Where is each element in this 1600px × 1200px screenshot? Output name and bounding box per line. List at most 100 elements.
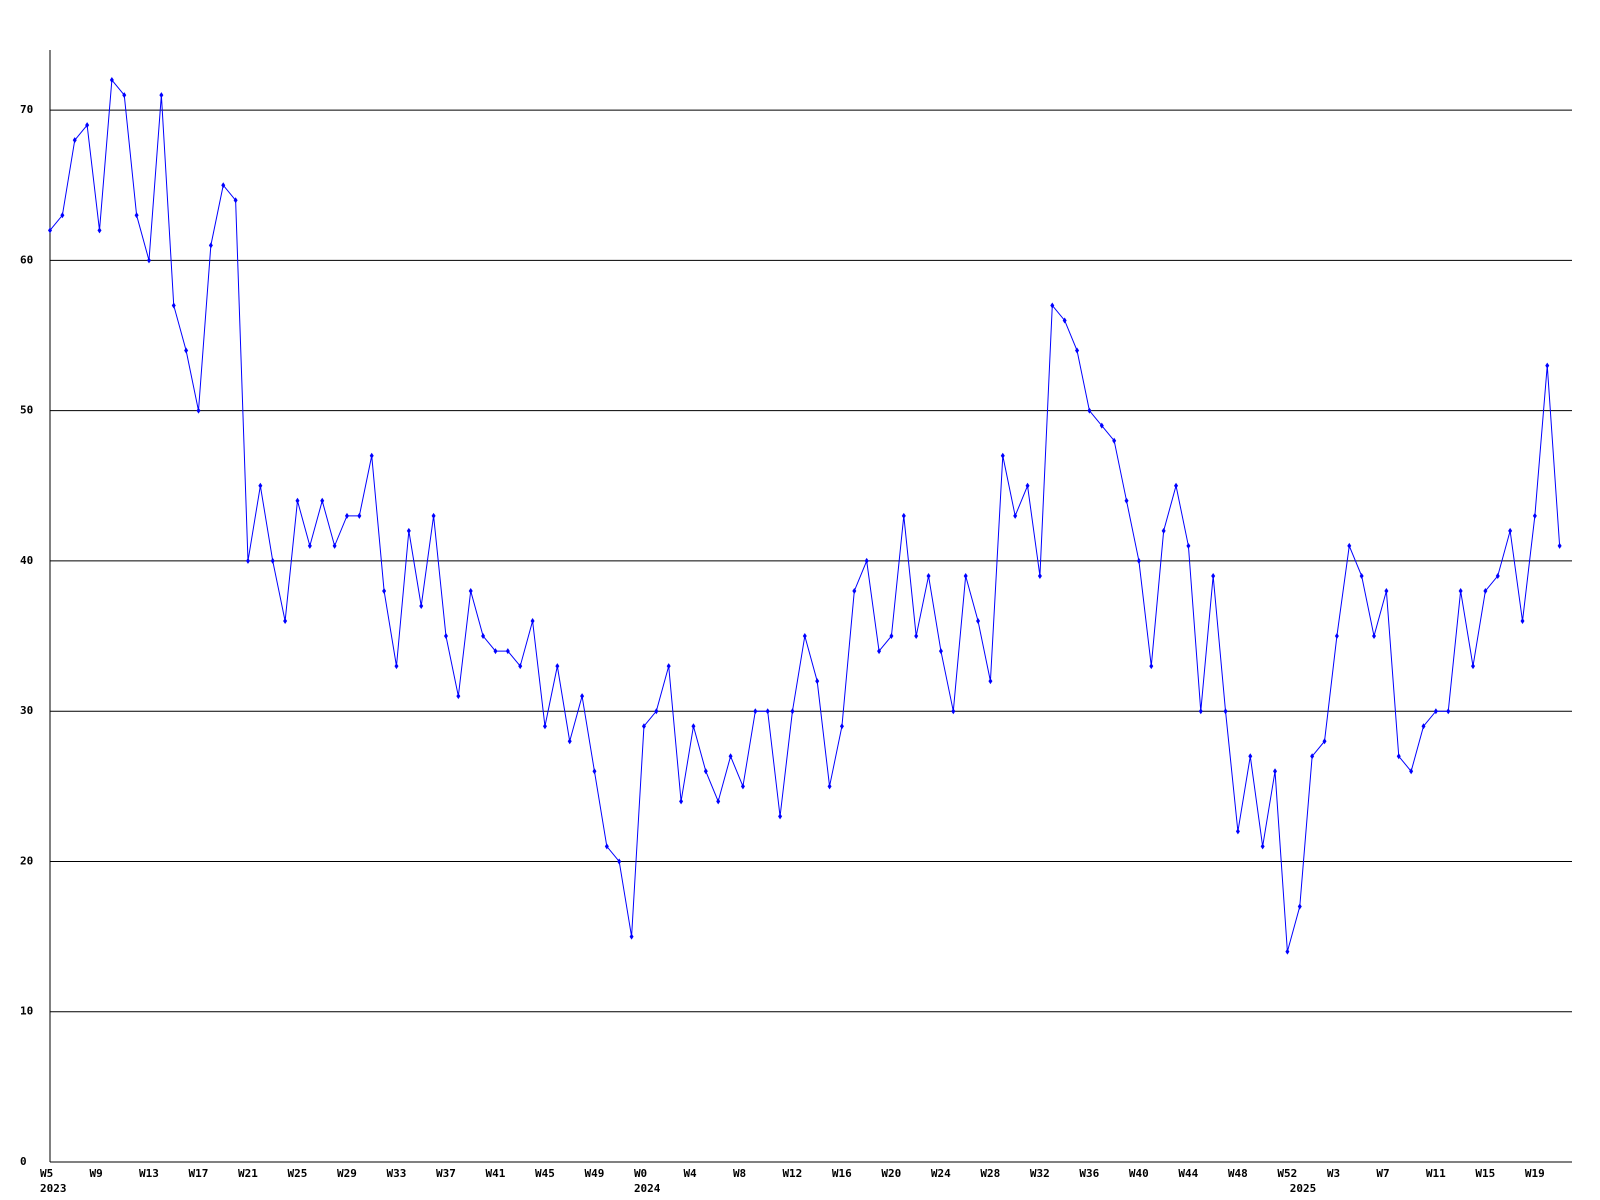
x-tick-label: W11 bbox=[1426, 1167, 1446, 1180]
point bbox=[938, 648, 943, 655]
point bbox=[184, 347, 189, 354]
point bbox=[679, 798, 684, 805]
y-tick-label: 20 bbox=[20, 854, 33, 867]
point bbox=[1508, 527, 1513, 534]
point bbox=[790, 708, 795, 715]
x-tick-label: W3 bbox=[1327, 1167, 1340, 1180]
point bbox=[1520, 618, 1525, 625]
point bbox=[481, 633, 486, 640]
point bbox=[505, 648, 510, 655]
point bbox=[1359, 572, 1364, 579]
y-tick-label: 10 bbox=[20, 1005, 33, 1018]
point bbox=[988, 678, 993, 685]
y-tick-label: 70 bbox=[20, 103, 33, 116]
point bbox=[604, 843, 609, 850]
point bbox=[431, 512, 436, 519]
point bbox=[1198, 708, 1203, 715]
point bbox=[963, 572, 968, 579]
point bbox=[1235, 828, 1240, 835]
point bbox=[146, 257, 151, 264]
point bbox=[1396, 753, 1401, 760]
point bbox=[976, 618, 981, 625]
point bbox=[1334, 633, 1339, 640]
y-tick-label: 30 bbox=[20, 704, 33, 717]
point bbox=[1099, 422, 1104, 429]
point bbox=[580, 693, 585, 700]
point bbox=[1421, 723, 1426, 730]
point bbox=[171, 302, 176, 309]
point bbox=[109, 77, 114, 84]
point bbox=[740, 783, 745, 790]
point bbox=[1013, 512, 1018, 519]
point bbox=[60, 212, 65, 219]
point bbox=[641, 723, 646, 730]
x-tick-label: W20 bbox=[881, 1167, 901, 1180]
point bbox=[357, 512, 362, 519]
point bbox=[1446, 708, 1451, 715]
y-tick-label: 60 bbox=[20, 253, 33, 266]
point bbox=[716, 798, 721, 805]
point bbox=[245, 557, 250, 564]
point bbox=[901, 512, 906, 519]
x-tick-label: W17 bbox=[188, 1167, 208, 1180]
point bbox=[1433, 708, 1438, 715]
point bbox=[85, 122, 90, 129]
y-tick-label: 40 bbox=[20, 554, 33, 567]
point bbox=[703, 768, 708, 775]
x-tick-label: W28 bbox=[980, 1167, 1000, 1180]
point bbox=[1025, 482, 1030, 489]
point bbox=[122, 92, 127, 99]
point bbox=[443, 633, 448, 640]
year-label: 2024 bbox=[634, 1182, 661, 1195]
y-tick-label: 50 bbox=[20, 404, 33, 417]
point bbox=[1471, 663, 1476, 670]
point bbox=[221, 182, 226, 189]
point bbox=[344, 512, 349, 519]
point bbox=[1409, 768, 1414, 775]
point bbox=[877, 648, 882, 655]
point bbox=[48, 227, 52, 234]
point bbox=[1149, 663, 1154, 670]
x-tick-label: W45 bbox=[535, 1167, 555, 1180]
point bbox=[283, 618, 288, 625]
point bbox=[1000, 452, 1005, 459]
point bbox=[1384, 587, 1389, 594]
point bbox=[406, 527, 411, 534]
point bbox=[1372, 633, 1377, 640]
x-tick-label: W7 bbox=[1376, 1167, 1389, 1180]
x-tick-label: W9 bbox=[89, 1167, 102, 1180]
point bbox=[691, 723, 696, 730]
point bbox=[666, 663, 671, 670]
point bbox=[518, 663, 523, 670]
point bbox=[456, 693, 461, 700]
point bbox=[1136, 557, 1141, 564]
point bbox=[270, 557, 275, 564]
point bbox=[394, 663, 399, 670]
y-tick-label: 0 bbox=[20, 1155, 27, 1168]
x-tick-label: W5 bbox=[40, 1167, 53, 1180]
year-label: 2023 bbox=[40, 1182, 67, 1195]
point bbox=[1050, 302, 1055, 309]
point bbox=[1223, 708, 1228, 715]
x-tick-label: W36 bbox=[1079, 1167, 1099, 1180]
point bbox=[1260, 843, 1265, 850]
point bbox=[555, 663, 560, 670]
point bbox=[530, 618, 535, 625]
series-line bbox=[49, 78, 1561, 952]
point bbox=[914, 633, 919, 640]
x-tick-label: W8 bbox=[733, 1167, 746, 1180]
x-tick-label: W40 bbox=[1129, 1167, 1149, 1180]
point bbox=[864, 557, 869, 564]
x-tick-label: W19 bbox=[1525, 1167, 1545, 1180]
point bbox=[629, 933, 634, 940]
point bbox=[1557, 542, 1562, 549]
point bbox=[1310, 753, 1315, 760]
point bbox=[1347, 542, 1352, 549]
point bbox=[468, 587, 473, 594]
point bbox=[1037, 572, 1042, 579]
x-tick-label: W13 bbox=[139, 1167, 159, 1180]
point bbox=[1186, 542, 1191, 549]
point bbox=[1322, 738, 1327, 745]
x-tick-label: W24 bbox=[931, 1167, 951, 1180]
